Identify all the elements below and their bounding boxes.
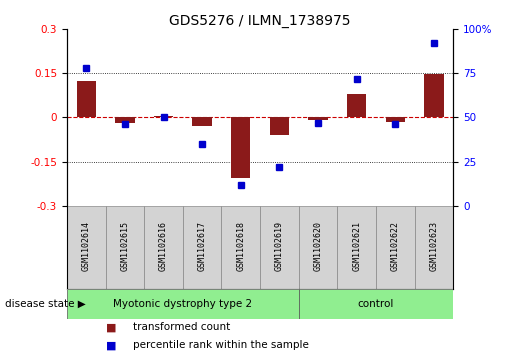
Bar <box>270 117 289 135</box>
Bar <box>193 117 212 126</box>
Bar <box>424 74 443 117</box>
Bar <box>308 117 328 121</box>
Bar <box>299 206 337 289</box>
Bar <box>221 206 260 289</box>
Text: GSM1102616: GSM1102616 <box>159 221 168 270</box>
Bar <box>67 289 299 319</box>
Bar <box>67 206 106 289</box>
Bar <box>144 206 183 289</box>
Bar <box>376 206 415 289</box>
Bar <box>154 116 173 117</box>
Bar <box>347 94 366 117</box>
Text: GSM1102623: GSM1102623 <box>430 221 438 270</box>
Bar <box>106 206 144 289</box>
Text: percentile rank within the sample: percentile rank within the sample <box>133 340 308 351</box>
Bar <box>231 117 250 178</box>
Text: Myotonic dystrophy type 2: Myotonic dystrophy type 2 <box>113 299 252 309</box>
Bar <box>77 81 96 117</box>
Bar <box>386 117 405 122</box>
Title: GDS5276 / ILMN_1738975: GDS5276 / ILMN_1738975 <box>169 14 351 28</box>
Bar <box>115 117 134 123</box>
Text: control: control <box>358 299 394 309</box>
Text: GSM1102619: GSM1102619 <box>275 221 284 270</box>
Text: ■: ■ <box>106 340 116 351</box>
Text: GSM1102621: GSM1102621 <box>352 221 361 270</box>
Text: GSM1102620: GSM1102620 <box>314 221 322 270</box>
Text: GSM1102617: GSM1102617 <box>198 221 207 270</box>
Bar <box>415 206 453 289</box>
Text: ■: ■ <box>106 322 116 332</box>
Bar <box>183 206 221 289</box>
Text: disease state ▶: disease state ▶ <box>5 299 86 309</box>
Bar <box>299 289 453 319</box>
Text: transformed count: transformed count <box>133 322 230 332</box>
Bar <box>337 206 376 289</box>
Text: GSM1102615: GSM1102615 <box>121 221 129 270</box>
Text: GSM1102618: GSM1102618 <box>236 221 245 270</box>
Text: GSM1102622: GSM1102622 <box>391 221 400 270</box>
Text: GSM1102614: GSM1102614 <box>82 221 91 270</box>
Bar <box>260 206 299 289</box>
